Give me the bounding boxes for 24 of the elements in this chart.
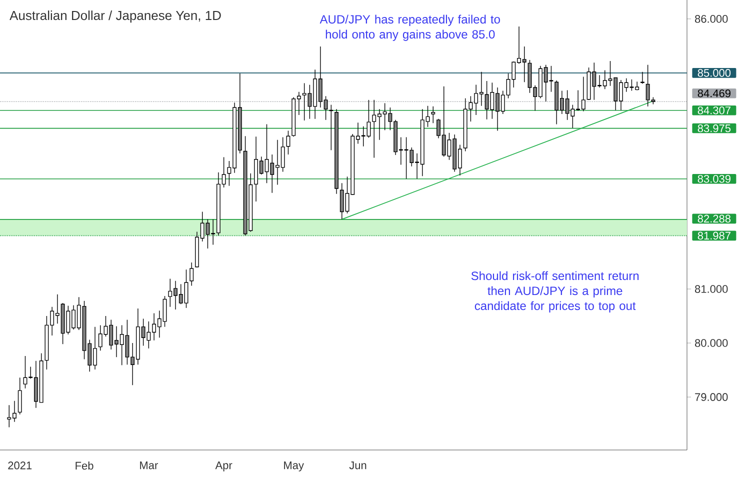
ref-line-label: 83.975 [698, 124, 731, 132]
annotation: Should risk-off sentiment return then AUD/JPY is a prime candidate for prices to top out [471, 271, 639, 312]
y-tick-label: 80.000 [695, 339, 728, 347]
candlestick [18, 377, 22, 415]
x-tick-label: Mar [140, 462, 158, 470]
x-tick-label: 2021 [8, 462, 32, 470]
y-tick-label: 86.000 [695, 15, 728, 23]
candlestick [190, 262, 194, 286]
candlestick [640, 71, 644, 84]
ref-line-label: 84.469 [698, 89, 730, 98]
ref-line-label: 85.000 [698, 69, 731, 77]
ref-line-label: 84.307 [698, 106, 730, 114]
text: Australian Dollar / Japanese Yen, 1D [10, 10, 221, 23]
x-tick-label: May [284, 462, 304, 472]
y-tick-label: 81.000 [695, 285, 728, 293]
candlestick [431, 106, 436, 124]
x-tick-label: Jun [349, 462, 366, 470]
ref-line-label: 83.039 [698, 174, 730, 183]
annotation: AUD/JPY has repeatedly failed to hold onto any gains above 85.0 [320, 14, 500, 41]
ref-line-label: 82.288 [698, 214, 731, 223]
y-tick-label: 79.000 [695, 393, 728, 401]
x-tick-label: Apr [215, 462, 232, 472]
ref-line-label: 81.987 [698, 232, 730, 240]
x-tick-label: Feb [76, 462, 94, 470]
